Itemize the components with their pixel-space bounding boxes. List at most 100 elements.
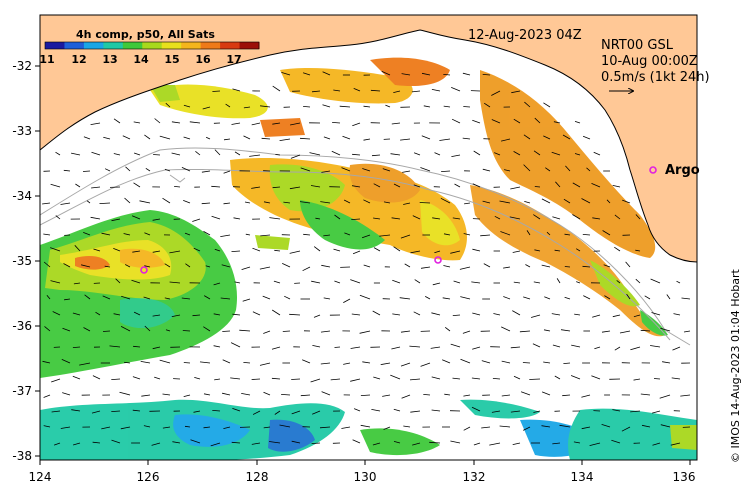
current-arrow: [312, 410, 321, 415]
current-arrow: [523, 164, 531, 172]
current-arrow: [404, 263, 411, 268]
current-arrow: [491, 90, 501, 96]
current-arrow: [341, 426, 351, 429]
current-arrow: [660, 424, 671, 428]
current-arrow: [64, 298, 71, 301]
current-arrow: [91, 151, 101, 156]
current-arrow: [181, 297, 191, 300]
current-arrow: [211, 215, 221, 220]
current-arrow: [482, 168, 491, 172]
current-arrow: [51, 378, 61, 383]
current-arrow: [393, 441, 401, 444]
current-arrow: [450, 250, 461, 254]
current-arrow: [555, 181, 561, 188]
current-arrow: [399, 297, 411, 300]
current-arrow: [420, 266, 431, 269]
current-arrow: [511, 90, 521, 94]
current-arrow: [652, 442, 661, 446]
current-arrow: [592, 314, 601, 318]
current-arrow: [231, 441, 241, 444]
current-arrow: [220, 234, 231, 237]
current-arrow: [554, 375, 561, 380]
current-arrow: [299, 137, 311, 140]
current-arrow: [604, 295, 611, 300]
current-arrow: [554, 249, 561, 252]
current-arrow: [543, 329, 551, 332]
current-arrow: [483, 102, 491, 108]
current-arrow: [223, 138, 231, 141]
current-arrow: [471, 406, 481, 412]
colorbar-tick: 11: [39, 53, 54, 66]
current-arrow: [185, 263, 191, 268]
current-arrow: [125, 264, 131, 268]
current-arrow: [245, 233, 251, 236]
current-arrow: [400, 362, 411, 367]
current-arrow: [121, 295, 131, 300]
current-arrow: [79, 362, 91, 366]
current-arrow: [410, 250, 421, 254]
current-arrow: [153, 154, 161, 156]
current-arrow: [363, 264, 371, 268]
current-arrow: [274, 410, 281, 415]
current-arrow: [431, 376, 441, 380]
current-arrow: [523, 134, 531, 140]
current-arrow: [630, 346, 641, 351]
current-arrow: [622, 199, 631, 204]
colorbar-segment: [161, 42, 182, 49]
current-arrow: [380, 362, 391, 365]
current-arrow: [581, 426, 591, 430]
current-arrow: [133, 311, 141, 316]
y-tick-label: -37: [12, 384, 32, 398]
current-arrow: [525, 264, 531, 268]
current-arrow: [520, 391, 531, 396]
x-tick-label: 124: [29, 470, 52, 484]
current-arrow: [203, 326, 211, 332]
current-arrow: [181, 167, 191, 172]
current-arrow: [231, 122, 241, 125]
current-arrow: [391, 217, 401, 220]
current-arrow: [120, 326, 131, 332]
current-arrow: [101, 426, 111, 430]
current-arrow: [462, 137, 471, 140]
current-arrow: [164, 263, 171, 268]
current-arrow: [284, 295, 291, 300]
current-arrow: [451, 154, 461, 157]
current-arrow: [546, 231, 551, 236]
current-arrow: [403, 425, 411, 428]
current-arrow: [472, 248, 481, 252]
current-arrow: [400, 234, 411, 239]
y-tick-label: -33: [12, 124, 32, 138]
current-arrow: [220, 297, 231, 300]
current-arrow: [413, 152, 421, 156]
current-arrow: [385, 104, 391, 108]
current-arrow: [81, 264, 91, 268]
current-arrow: [83, 327, 91, 332]
current-arrow: [213, 345, 221, 348]
current-arrow: [313, 246, 321, 252]
current-arrow: [152, 346, 161, 350]
current-arrow: [169, 250, 181, 254]
current-arrow: [319, 426, 331, 429]
current-arrow: [402, 170, 411, 173]
x-tick-label: 128: [246, 470, 269, 484]
current-arrow: [352, 122, 361, 127]
current-arrow: [653, 378, 661, 380]
current-arrow: [444, 393, 451, 396]
current-arrow: [373, 217, 381, 220]
current-arrow: [132, 409, 141, 412]
current-arrow: [552, 216, 561, 220]
colorbar-tick: 13: [102, 53, 117, 66]
current-arrow: [552, 442, 561, 445]
current-arrow: [171, 152, 181, 156]
current-arrow: [571, 344, 581, 348]
current-arrow: [282, 330, 291, 332]
sst-field: [40, 57, 697, 460]
current-arrow: [626, 293, 631, 300]
current-arrow: [633, 378, 641, 381]
current-arrow: [230, 377, 241, 380]
current-arrow: [499, 425, 511, 428]
current-arrow: [403, 202, 411, 205]
australia-landmass: [40, 15, 697, 263]
current-arrow: [614, 346, 621, 351]
current-arrow: [111, 439, 121, 444]
